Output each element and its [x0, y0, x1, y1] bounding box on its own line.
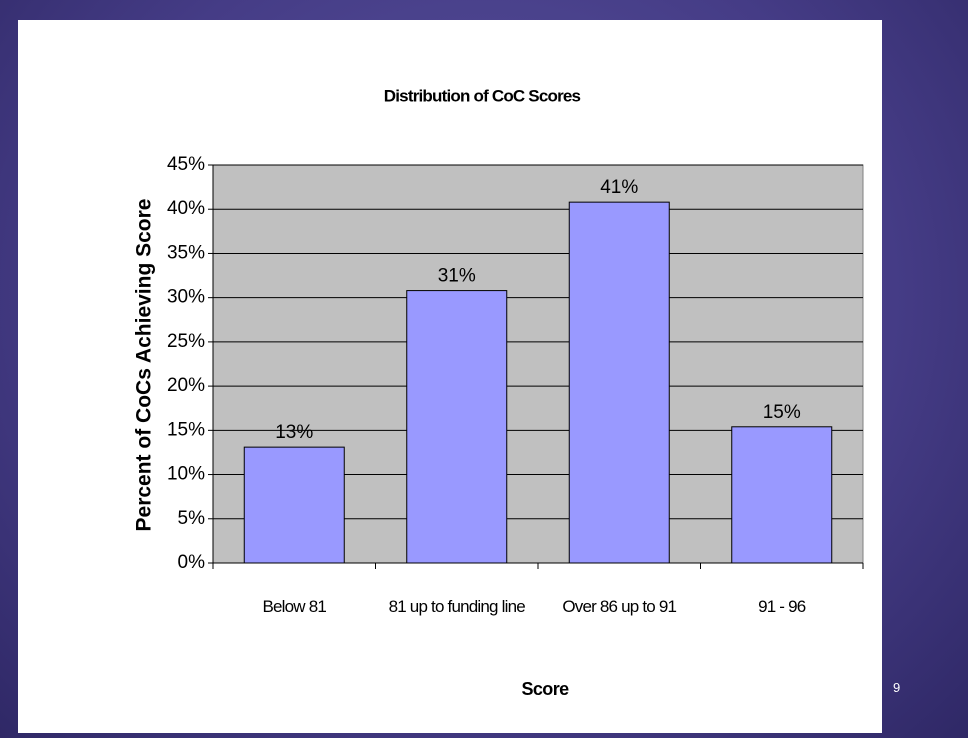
y-tick-label: 40% — [167, 198, 205, 219]
bar — [406, 290, 508, 564]
x-tick-label: 81 up to funding line — [388, 597, 526, 616]
bar — [731, 426, 833, 564]
y-tick-label: 10% — [167, 464, 205, 485]
bar — [568, 201, 670, 564]
y-tick-label: 25% — [167, 331, 205, 352]
y-tick-label: 15% — [167, 419, 205, 440]
x-tick-label: Below 81 — [262, 597, 327, 616]
x-tick-label: Over 86 up to 91 — [562, 597, 677, 616]
y-tick-label: 5% — [178, 508, 206, 529]
data-label: 15% — [763, 402, 801, 423]
y-tick-label: 20% — [167, 375, 205, 396]
y-tick-label: 30% — [167, 287, 205, 308]
y-tick-label: 35% — [167, 242, 205, 263]
y-tick-label: 0% — [178, 552, 206, 573]
chart-title: Distribution of CoC Scores — [384, 86, 581, 105]
data-label: 13% — [275, 422, 313, 443]
data-label: 41% — [600, 177, 638, 198]
data-label: 31% — [438, 266, 476, 287]
x-tick-label: 91 - 96 — [758, 597, 806, 616]
page-number: 9 — [893, 680, 901, 695]
bar — [243, 446, 345, 564]
x-axis-title: Score — [521, 679, 569, 699]
y-tick-label: 45% — [167, 154, 205, 175]
y-axis-title: Percent of CoCs Achieving Score — [133, 199, 156, 532]
